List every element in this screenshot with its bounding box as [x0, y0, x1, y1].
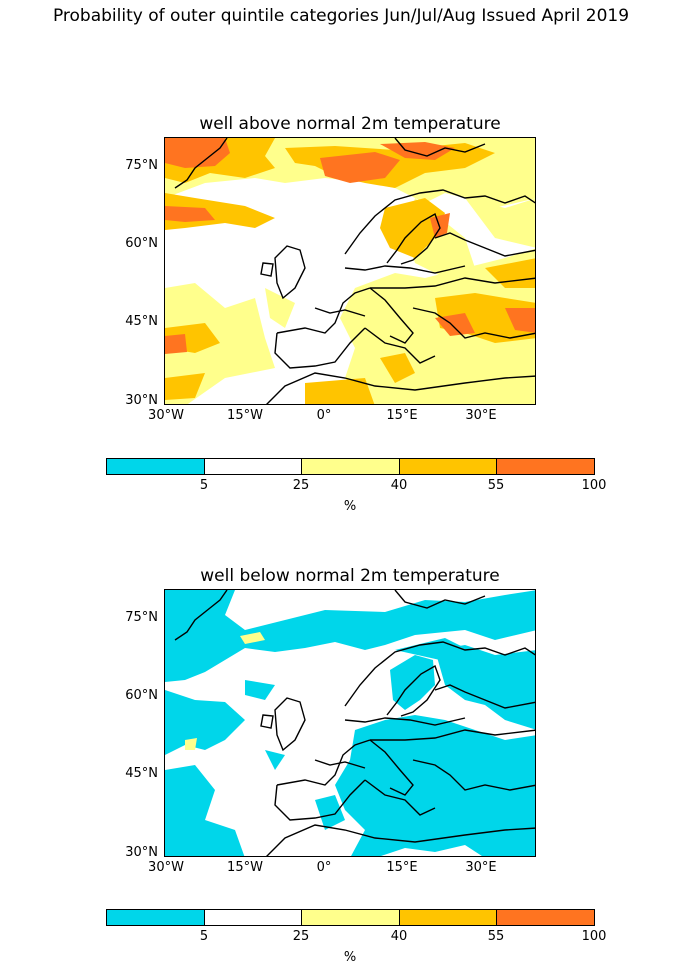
- below-coastlines: [174, 590, 535, 856]
- lat-label: 60°N: [125, 236, 158, 251]
- colorbar-tick: 25: [292, 929, 310, 944]
- colorbar-above: [106, 458, 595, 475]
- below-category-0-5: [165, 590, 535, 856]
- lat-label: 75°N: [125, 158, 158, 173]
- colorbar-tick: 55: [487, 929, 505, 944]
- colorbar-tick: 100: [581, 478, 607, 493]
- map-above-canvas: [165, 138, 535, 404]
- lon-label: 15°W: [227, 408, 263, 423]
- lon-label: 15°W: [227, 860, 263, 875]
- lat-label: 60°N: [125, 688, 158, 703]
- lon-label: 15°E: [386, 860, 418, 875]
- colorbar-tick: 5: [199, 929, 209, 944]
- panel-title-above: well above normal 2m temperature: [199, 114, 501, 134]
- above-category-55-100: [165, 138, 535, 354]
- colorbar-below: [106, 909, 595, 926]
- map-above-normal: [164, 137, 536, 405]
- map-below-canvas: [165, 590, 535, 856]
- below-category-25-40: [185, 632, 265, 750]
- lat-label: 75°N: [125, 610, 158, 625]
- lon-label: 15°E: [386, 408, 418, 423]
- colorbar-segment-5-25: [204, 910, 303, 925]
- colorbar-tick: 40: [390, 929, 408, 944]
- colorbar-tick: 40: [390, 478, 408, 493]
- lon-label: 30°W: [148, 860, 184, 875]
- colorbar-segment-55-100: [497, 910, 594, 925]
- colorbar-segment-25-40: [302, 910, 400, 925]
- colorbar-segment-40-55: [399, 459, 498, 474]
- colorbar-tick: 55: [487, 478, 505, 493]
- colorbar-unit: %: [343, 499, 357, 514]
- above-coastlines: [174, 138, 535, 404]
- colorbar-segment-40-55: [399, 910, 498, 925]
- panel-title-below: well below normal 2m temperature: [200, 566, 500, 586]
- figure-title: Probability of outer quintile categories…: [52, 6, 630, 26]
- colorbar-tick: 25: [292, 478, 310, 493]
- colorbar-tick: 100: [581, 929, 607, 944]
- lon-label: 30°E: [465, 860, 497, 875]
- colorbar-unit: %: [343, 950, 357, 965]
- lat-label: 45°N: [125, 766, 158, 781]
- colorbar-segment-0-5: [107, 910, 205, 925]
- lat-label: 30°N: [125, 845, 158, 860]
- colorbar-segment-25-40: [302, 459, 400, 474]
- lon-label: 0°: [316, 860, 332, 875]
- colorbar-segment-55-100: [497, 459, 594, 474]
- map-below-normal: [164, 589, 536, 857]
- colorbar-segment-0-5: [107, 459, 205, 474]
- lat-label: 45°N: [125, 314, 158, 329]
- lon-label: 30°E: [465, 408, 497, 423]
- colorbar-segment-5-25: [204, 459, 303, 474]
- lat-label: 30°N: [125, 393, 158, 408]
- lon-label: 30°W: [148, 408, 184, 423]
- lon-label: 0°: [316, 408, 332, 423]
- colorbar-tick: 5: [199, 478, 209, 493]
